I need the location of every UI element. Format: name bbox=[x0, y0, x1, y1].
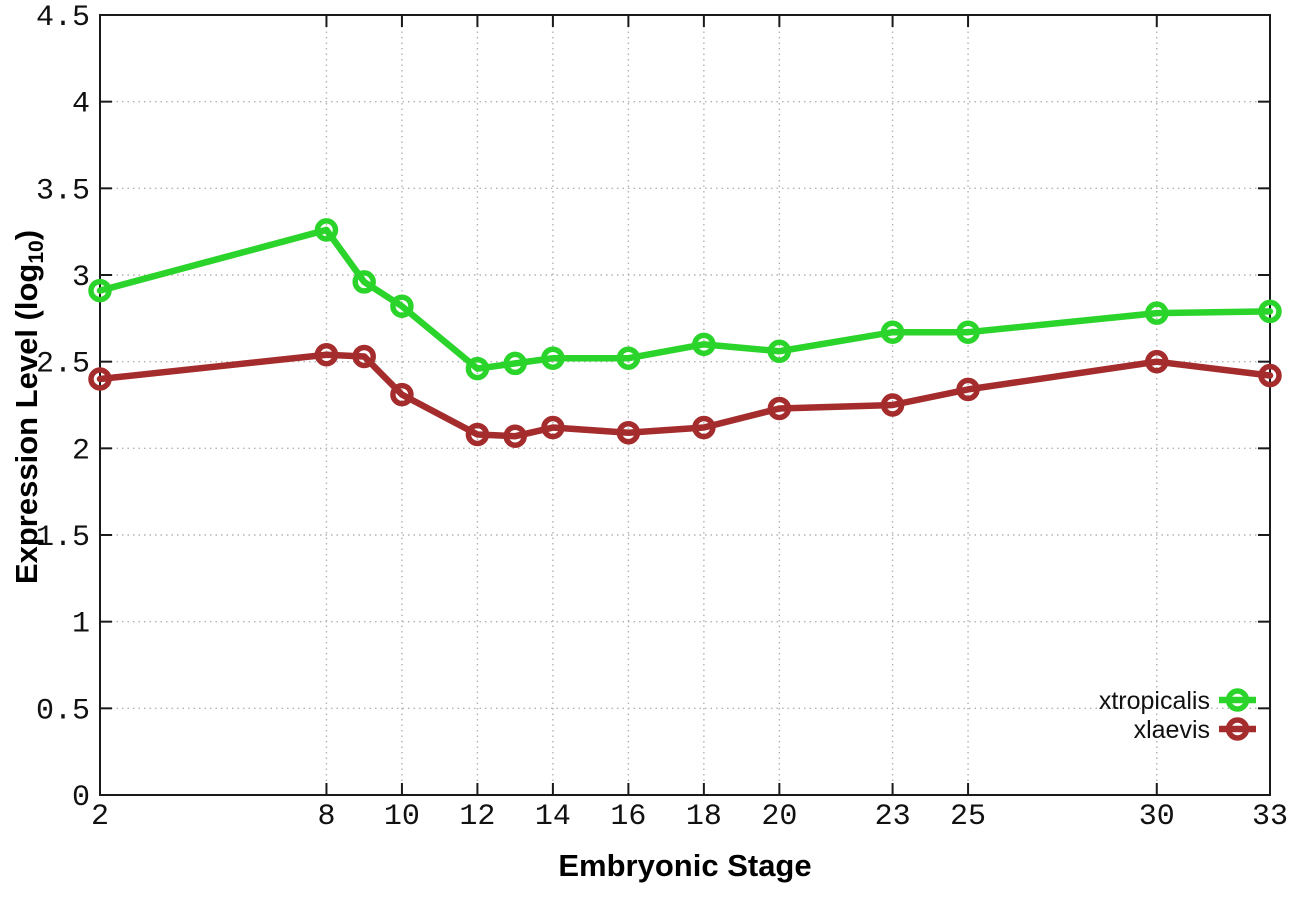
data-point-xlaevis-25 bbox=[956, 377, 980, 402]
x-tick-label: 30 bbox=[1139, 800, 1175, 834]
legend-sample-marker-xtropicalis bbox=[1225, 688, 1250, 712]
y-tick-label: 1 bbox=[72, 608, 90, 642]
y-axis-title-text: Expression Level (log bbox=[9, 263, 44, 585]
x-tick-label: 23 bbox=[875, 800, 911, 834]
data-point-xlaevis-13 bbox=[503, 424, 527, 448]
grid bbox=[100, 15, 1270, 795]
y-tick-label: 2.5 bbox=[36, 348, 90, 382]
x-tick-label: 25 bbox=[950, 800, 986, 834]
data-point-xtropicalis-33 bbox=[1258, 299, 1282, 324]
series-line-xlaevis bbox=[96, 351, 1274, 440]
data-point-xtropicalis-14 bbox=[541, 346, 565, 370]
data-point-xtropicalis-2 bbox=[88, 278, 112, 303]
series-markers-xlaevis bbox=[88, 342, 1282, 448]
axis-ticks bbox=[99, 14, 1271, 796]
data-point-xlaevis-20 bbox=[767, 396, 792, 421]
data-point-xtropicalis-25 bbox=[956, 320, 980, 344]
plot-border bbox=[99, 14, 1271, 796]
x-tick-label: 16 bbox=[610, 800, 646, 834]
y-axis-title-suffix: ) bbox=[9, 229, 44, 241]
legend-entry-xtropicalis: xtropicalis bbox=[1099, 687, 1256, 715]
data-point-xlaevis-8 bbox=[314, 342, 339, 367]
data-point-xlaevis-14 bbox=[541, 415, 565, 440]
x-axis-title: Embryonic Stage bbox=[558, 848, 812, 883]
data-point-xlaevis-10 bbox=[390, 382, 414, 407]
x-tick-label: 33 bbox=[1252, 800, 1288, 834]
x-tick-label: 14 bbox=[535, 800, 571, 834]
y-tick-label: 0.5 bbox=[36, 694, 90, 728]
x-tick-label: 18 bbox=[686, 800, 722, 834]
data-point-xlaevis-16 bbox=[616, 420, 641, 445]
legend-sample-marker-xlaevis bbox=[1225, 717, 1250, 741]
y-tick-label: 2 bbox=[72, 434, 90, 468]
x-tick-label: 12 bbox=[459, 800, 495, 834]
y-tick-label: 4.5 bbox=[36, 1, 90, 35]
y-tick-label: 1.5 bbox=[36, 521, 90, 555]
data-point-xtropicalis-9 bbox=[352, 270, 376, 294]
data-point-xtropicalis-20 bbox=[767, 339, 792, 364]
x-tick-label: 2 bbox=[91, 800, 109, 834]
y-tick-label: 3 bbox=[72, 261, 90, 295]
x-tick-label: 10 bbox=[384, 800, 420, 834]
data-point-xlaevis-9 bbox=[352, 344, 376, 369]
legend-entry-xlaevis: xlaevis bbox=[1134, 716, 1256, 744]
y-tick-label: 0 bbox=[72, 781, 90, 815]
x-tick-label: 8 bbox=[317, 800, 335, 834]
y-tick-label: 4 bbox=[72, 88, 90, 122]
legend-label-xtropicalis: xtropicalis bbox=[1099, 687, 1210, 715]
data-point-xtropicalis-18 bbox=[692, 332, 716, 357]
data-point-xlaevis-30 bbox=[1145, 349, 1169, 374]
series-line-xtropicalis bbox=[96, 226, 1274, 372]
x-tick-label: 20 bbox=[761, 800, 797, 834]
data-point-xlaevis-2 bbox=[88, 367, 112, 391]
data-point-xlaevis-18 bbox=[692, 415, 716, 440]
y-tick-label: 3.5 bbox=[36, 174, 90, 208]
data-point-xtropicalis-16 bbox=[616, 346, 641, 370]
data-point-xtropicalis-30 bbox=[1145, 301, 1169, 325]
legend-label-xlaevis: xlaevis bbox=[1134, 716, 1210, 744]
data-point-xlaevis-12 bbox=[465, 422, 490, 447]
data-point-xlaevis-23 bbox=[880, 393, 905, 417]
y-axis-title: Expression Level (log10) bbox=[8, 7, 48, 807]
series-markers-xtropicalis bbox=[88, 218, 1282, 381]
data-point-xlaevis-33 bbox=[1258, 363, 1282, 388]
data-point-xtropicalis-23 bbox=[880, 320, 905, 344]
y-axis-title-subscript: 10 bbox=[25, 240, 48, 264]
data-point-xtropicalis-10 bbox=[390, 294, 414, 318]
data-point-xtropicalis-12 bbox=[465, 356, 490, 381]
data-point-xtropicalis-13 bbox=[503, 351, 527, 376]
data-point-xtropicalis-8 bbox=[314, 218, 339, 242]
